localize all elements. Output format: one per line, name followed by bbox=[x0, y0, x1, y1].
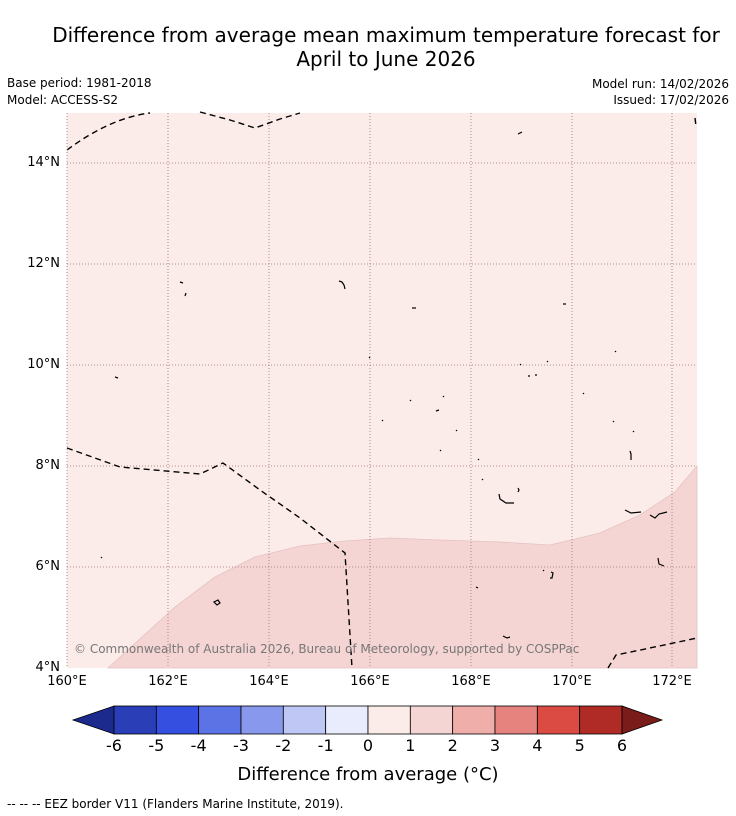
colorbar-segment bbox=[113, 705, 157, 735]
colorbar-tick-label: 0 bbox=[362, 736, 374, 755]
lon-label-166e: 166°E bbox=[350, 674, 390, 689]
colorbar-tick-label: -2 bbox=[275, 736, 292, 755]
lat-label-4n: 4°N bbox=[35, 660, 61, 675]
colorbar bbox=[71, 705, 664, 735]
colorbar-tick-label: 3 bbox=[489, 736, 501, 755]
colorbar-tick-label: -6 bbox=[106, 736, 122, 755]
colorbar-tick-label: 1 bbox=[405, 736, 416, 755]
lat-label-14n: 14°N bbox=[27, 155, 60, 170]
colorbar-segment bbox=[536, 705, 581, 735]
eez-footnote: -- -- -- EEZ border V11 (Flanders Marine… bbox=[7, 797, 344, 811]
colorbar-tick-label: 5 bbox=[574, 736, 585, 755]
base-period: Base period: 1981-2018 bbox=[7, 76, 152, 90]
colorbar-tick-label: -1 bbox=[317, 736, 334, 755]
colorbar-tick-label: 6 bbox=[616, 736, 628, 755]
colorbar-segment bbox=[409, 705, 454, 735]
colorbar-segment bbox=[367, 705, 411, 735]
colorbar-segment bbox=[155, 705, 200, 735]
colorbar-arrow-high bbox=[621, 705, 664, 735]
gridlines bbox=[67, 113, 697, 668]
copyright-text: © Commonwealth of Australia 2026, Bureau… bbox=[74, 642, 579, 656]
lon-label-162e: 162°E bbox=[148, 674, 188, 689]
colorbar-tick-label: -5 bbox=[148, 736, 165, 755]
colorbar-segment bbox=[579, 705, 623, 735]
chart-title-line1: Difference from average mean maximum tem… bbox=[52, 23, 720, 47]
lon-label-160e: 160°E bbox=[47, 674, 87, 689]
islands bbox=[100, 131, 668, 639]
colorbar-tick-label: -3 bbox=[233, 736, 249, 755]
colorbar-segment bbox=[240, 705, 284, 735]
colorbar-title: Difference from average (°C) bbox=[237, 764, 499, 785]
colorbar-arrow-low bbox=[71, 705, 115, 735]
lat-label-12n: 12°N bbox=[27, 256, 60, 271]
lat-label-10n: 10°N bbox=[27, 357, 60, 372]
lon-label-164e: 164°E bbox=[249, 674, 289, 689]
colorbar-tick-label: 2 bbox=[447, 736, 458, 755]
colorbar-tick-label: -4 bbox=[190, 736, 207, 755]
issued-date: Issued: 17/02/2026 bbox=[613, 93, 729, 107]
lat-label-6n: 6°N bbox=[35, 559, 61, 574]
colorbar-tick-label: 4 bbox=[532, 736, 543, 755]
colorbar-segment bbox=[198, 705, 242, 735]
lat-label-8n: 8°N bbox=[35, 458, 61, 473]
lon-label-172e: 172°E bbox=[652, 674, 692, 689]
model-run: Model run: 14/02/2026 bbox=[591, 77, 729, 91]
chart-title-line2: April to June 2026 bbox=[296, 47, 476, 71]
eez-borders bbox=[66, 111, 698, 669]
model-name: Model: ACCESS-S2 bbox=[7, 93, 119, 107]
lon-label-168e: 168°E bbox=[451, 674, 491, 689]
colorbar-segment bbox=[325, 705, 369, 735]
colorbar-segment bbox=[282, 705, 327, 735]
anomaly-band-1-to-2 bbox=[106, 464, 698, 669]
colorbar-segment bbox=[494, 705, 538, 735]
colorbar-segment bbox=[452, 705, 496, 735]
lon-label-170e: 170°E bbox=[552, 674, 592, 689]
